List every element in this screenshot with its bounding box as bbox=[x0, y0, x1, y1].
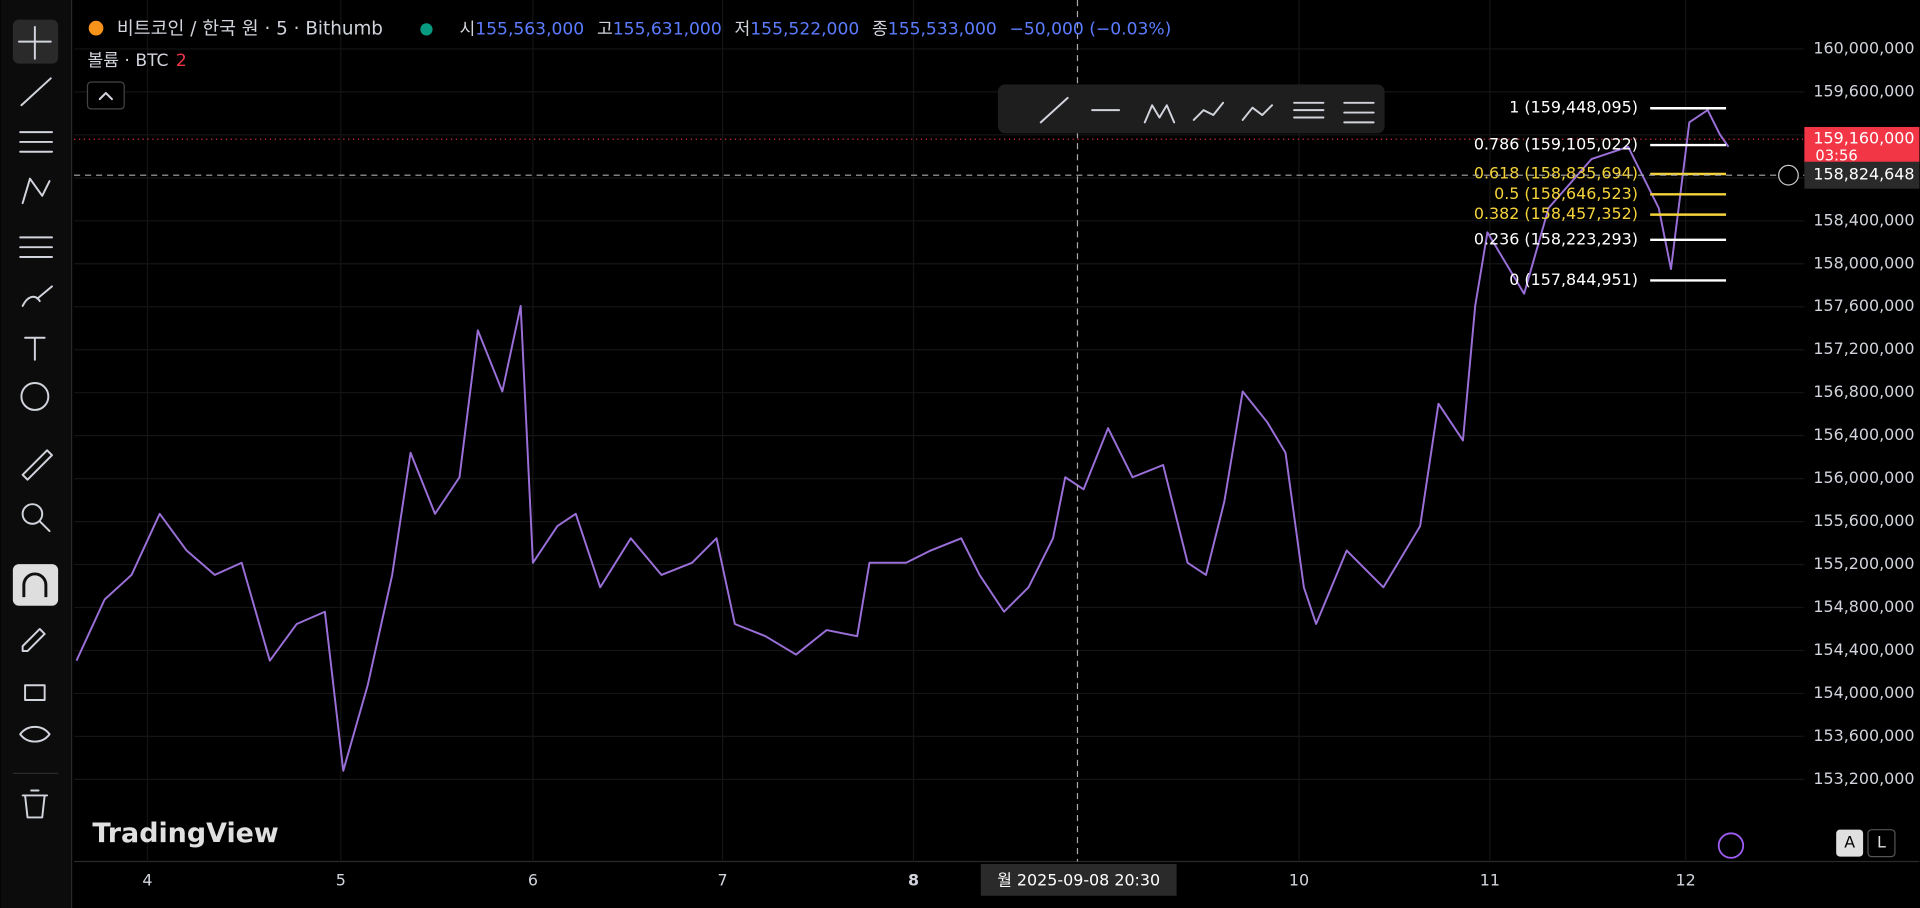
y-tick-label: 160,000,000 bbox=[1813, 38, 1914, 57]
y-tick-label: 159,600,000 bbox=[1813, 81, 1914, 100]
x-tick-label: 12 bbox=[1676, 871, 1696, 890]
y-tick-label: 156,800,000 bbox=[1813, 382, 1914, 401]
ohlc: 시155,563,000 고155,631,000 저155,522,000 종… bbox=[459, 19, 1171, 39]
price-line bbox=[75, 109, 1730, 772]
y-tick-label: 155,600,000 bbox=[1813, 511, 1914, 530]
y-tick-label: 157,600,000 bbox=[1813, 296, 1914, 315]
crosshair-price-label: 158,824,648 bbox=[1813, 165, 1914, 184]
drawing-toolbar[interactable] bbox=[997, 84, 1385, 134]
y-tick-label: 154,400,000 bbox=[1813, 640, 1914, 659]
crosshair-time-label: 월 2025-09-08 20:30 bbox=[997, 871, 1160, 890]
last-price-label: 159,160,000 bbox=[1813, 129, 1914, 148]
x-tick-label: 5 bbox=[336, 871, 346, 890]
y-tick-label: 158,400,000 bbox=[1813, 210, 1914, 229]
x-tick-label: 8 bbox=[908, 871, 919, 890]
y-tick-label: 156,400,000 bbox=[1813, 425, 1914, 444]
fib-label: 0 (157,844,951) bbox=[1509, 270, 1638, 289]
x-tick-label: 4 bbox=[142, 871, 152, 890]
x-tick-label: 7 bbox=[718, 871, 728, 890]
x-tick-label: 6 bbox=[528, 871, 538, 890]
fib-label: 0.618 (158,835,694) bbox=[1474, 164, 1638, 183]
y-tick-label: 157,200,000 bbox=[1813, 339, 1914, 358]
last-price-box bbox=[1804, 126, 1920, 164]
countdown: 03:56 bbox=[1815, 147, 1857, 164]
y-tick-label: 158,000,000 bbox=[1813, 253, 1914, 272]
log-label: L bbox=[1877, 833, 1886, 852]
add-alert[interactable] bbox=[1778, 164, 1799, 186]
fib-label: 0.5 (158,646,523) bbox=[1494, 184, 1638, 203]
y-tick-label: 154,000,000 bbox=[1813, 683, 1914, 702]
alert-button[interactable] bbox=[1717, 832, 1745, 859]
y-tick-label: 154,800,000 bbox=[1813, 597, 1914, 616]
y-tick-label: 156,000,000 bbox=[1813, 468, 1914, 487]
fib-label: 0.382 (158,457,352) bbox=[1474, 204, 1638, 223]
x-tick-label: 10 bbox=[1289, 871, 1309, 890]
left-toolbar bbox=[0, 0, 73, 908]
crosshair-price-box bbox=[1804, 161, 1920, 189]
branding: TradingView bbox=[92, 818, 278, 849]
auto-scale[interactable] bbox=[1836, 829, 1864, 857]
fib-label: 0.236 (158,223,293) bbox=[1474, 229, 1638, 248]
crosshair-time-box bbox=[980, 863, 1177, 896]
fib-label: 0.786 (159,105,022) bbox=[1474, 135, 1638, 154]
collapse-button[interactable] bbox=[86, 81, 125, 110]
fib-label: 1 (159,448,095) bbox=[1509, 98, 1638, 117]
x-tick-label: 11 bbox=[1480, 871, 1500, 890]
y-tick-label: 153,600,000 bbox=[1813, 726, 1914, 745]
auto-label: A bbox=[1844, 833, 1855, 852]
plot-area: 160,000,000159,600,000159,200,000158,800… bbox=[74, 0, 1920, 908]
y-tick-label: 155,200,000 bbox=[1813, 554, 1914, 573]
log-scale[interactable] bbox=[1867, 829, 1896, 858]
y-tick-label: 153,200,000 bbox=[1813, 769, 1914, 788]
legend: 비트코인 / 한국 원 · 5 · Bithumb 시155,563,000 고… bbox=[86, 18, 1171, 110]
symbol: 비트코인 / 한국 원 · 5 · Bithumb bbox=[117, 18, 383, 39]
